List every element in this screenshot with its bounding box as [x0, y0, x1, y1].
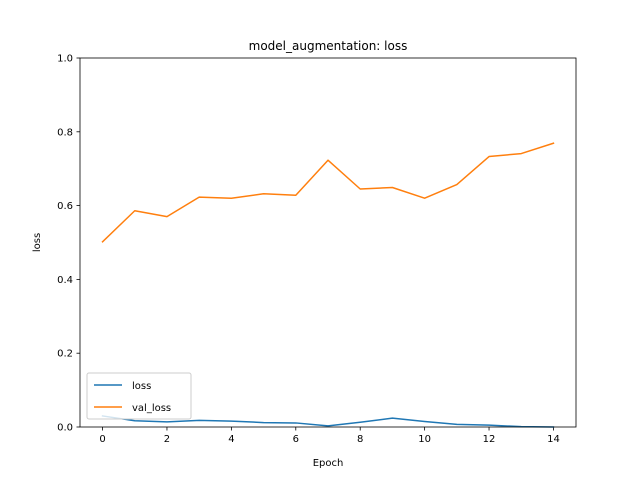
y-tick-label: 0.0 — [57, 423, 73, 434]
legend: loss val_loss — [86, 372, 192, 420]
x-tick-label: 4 — [228, 434, 234, 445]
x-tick-label: 6 — [293, 434, 299, 445]
y-tick-label: 0.8 — [57, 127, 73, 138]
x-tick-label: 0 — [99, 434, 105, 445]
legend-label: val_loss — [132, 403, 171, 414]
chart-title: model_augmentation: loss — [249, 39, 408, 53]
x-tick-label: 8 — [357, 434, 363, 445]
legend-label: loss — [132, 381, 151, 392]
x-tick-label: 2 — [164, 434, 170, 445]
x-axis-label: Epoch — [313, 458, 344, 469]
series-line-val-loss — [101, 142, 555, 243]
x-tick-label: 10 — [418, 434, 431, 445]
series-layer — [101, 142, 555, 428]
series-line-loss — [101, 415, 555, 428]
plot-frame — [79, 57, 577, 428]
x-tick-label: 12 — [483, 434, 496, 445]
y-axis-label: loss — [32, 233, 43, 252]
y-tick-label: 0.6 — [57, 201, 73, 212]
x-tick-label: 14 — [547, 434, 560, 445]
y-axis: 0.0 0.2 0.4 0.6 0.8 1.0 — [57, 54, 80, 434]
y-tick-label: 0.2 — [57, 349, 73, 360]
y-tick-label: 1.0 — [57, 54, 73, 65]
y-tick-label: 0.4 — [57, 275, 73, 286]
